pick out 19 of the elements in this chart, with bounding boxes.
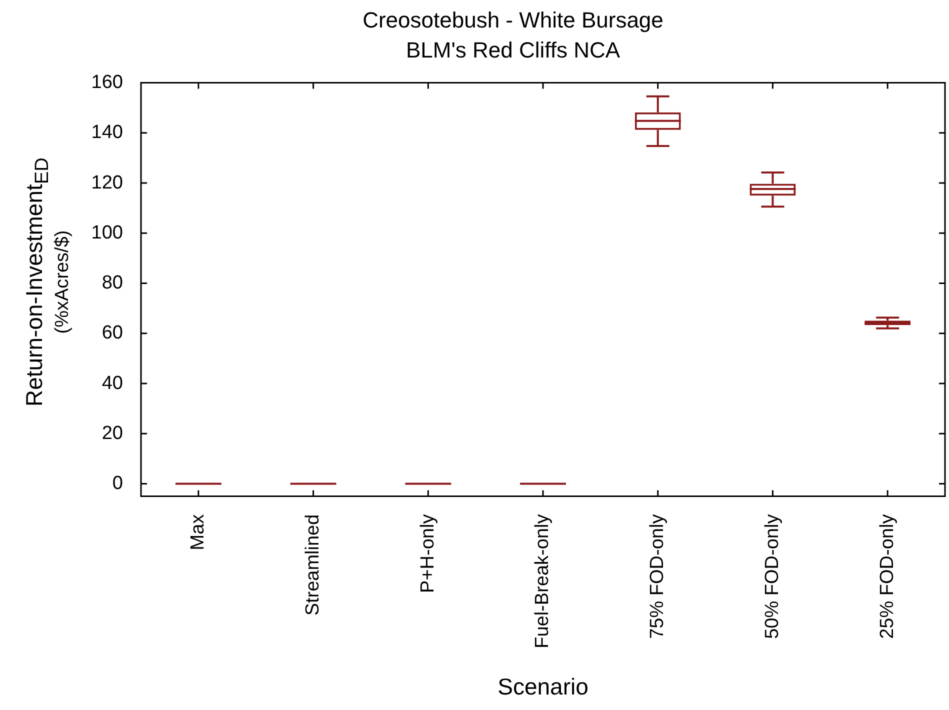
chart-subtitle: BLM's Red Cliffs NCA [406, 38, 620, 63]
x-tick-label: 25% FOD-only [876, 514, 898, 639]
y-tick-label: 40 [102, 372, 123, 394]
x-axis-title: Scenario [498, 674, 588, 700]
x-tick-label: P+H-only [417, 514, 438, 593]
y-tick-label: 160 [91, 72, 123, 94]
chart-title: Creosotebush - White Bursage [362, 7, 664, 32]
x-tick-label: 50% FOD-only [762, 514, 783, 639]
x-tick-label: 75% FOD-only [647, 514, 668, 639]
x-tick-label: Streamlined [302, 514, 324, 616]
y-tick-label: 140 [91, 122, 123, 144]
y-tick-label: 60 [102, 322, 123, 344]
x-tick-label: Fuel-Break-only [532, 514, 554, 648]
x-tick-label: Max [188, 514, 209, 550]
y-tick-label: 80 [102, 272, 123, 294]
y-tick-label: 0 [112, 473, 123, 494]
y-tick-label: 100 [91, 222, 123, 244]
y-tick-label: 120 [91, 172, 123, 194]
y-tick-label: 20 [102, 422, 123, 444]
